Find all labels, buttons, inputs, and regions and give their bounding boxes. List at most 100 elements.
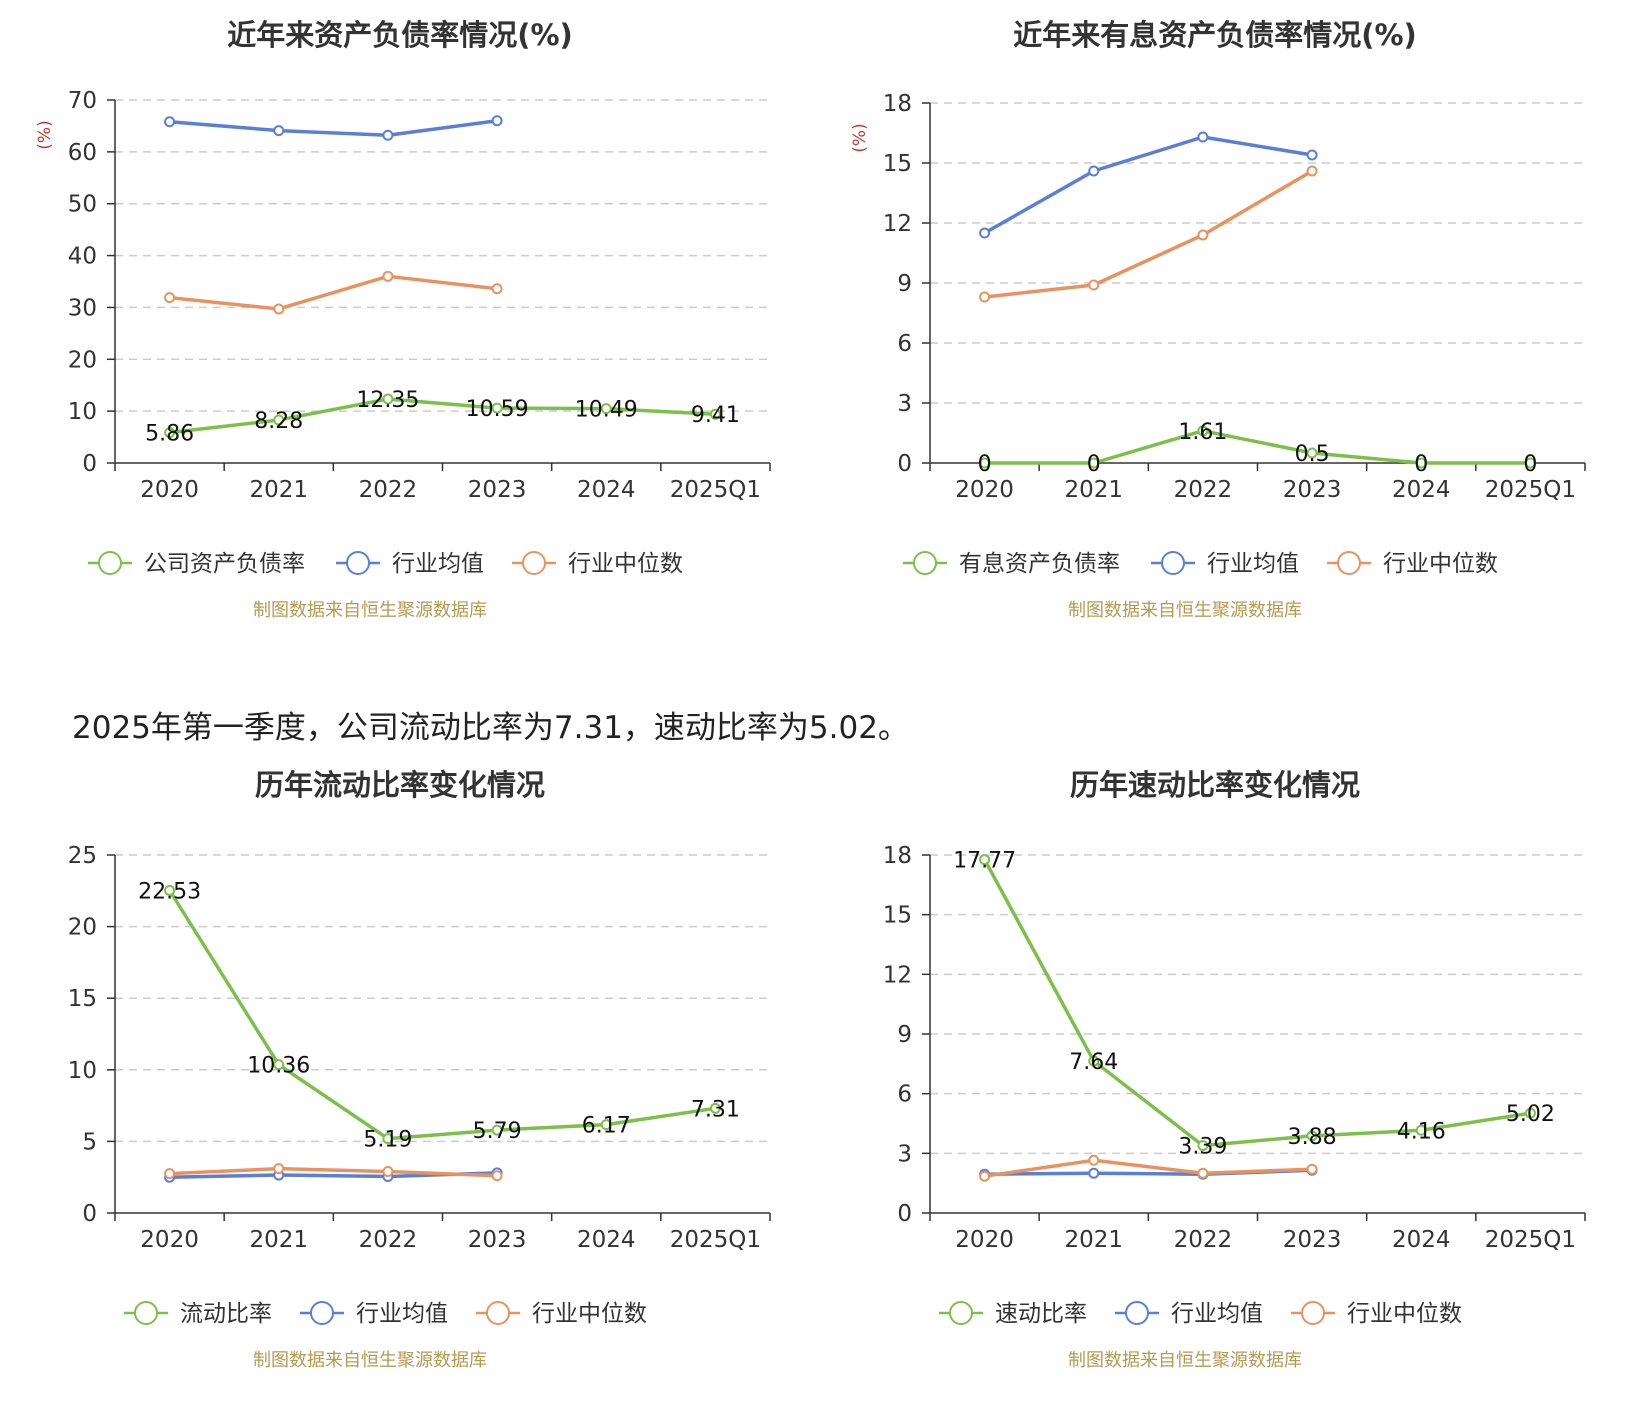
y-tick-label: 10 <box>68 399 97 425</box>
y-tick-label: 25 <box>68 843 97 869</box>
x-tick-label: 2025Q1 <box>670 477 761 503</box>
interest-debt-ratio-chart-svg: 近年来有息资产负债率情况(%) (%) 0 3 6 9 12 15 18 2020 2021 2022… <box>850 18 1586 621</box>
data-point <box>164 116 176 128</box>
data-point <box>382 270 394 282</box>
data-label: 5.79 <box>473 1119 522 1144</box>
data-point <box>1306 149 1318 161</box>
legend-item: 公司资产负债率 <box>88 551 305 577</box>
y-tick-label: 12 <box>883 211 912 237</box>
data-point <box>709 1102 721 1114</box>
x-tick-label: 2025Q1 <box>670 1227 761 1253</box>
data-label: 4.16 <box>1397 1119 1446 1144</box>
y-tick-label: 3 <box>897 391 912 417</box>
y-tick-label: 20 <box>68 915 97 941</box>
data-point <box>273 303 285 315</box>
y-tick-label: 12 <box>883 962 912 988</box>
x-tick-label: 2020 <box>955 477 1014 503</box>
data-point <box>1197 229 1209 241</box>
chart-title: 近年来有息资产负债率情况(%) <box>1013 18 1417 52</box>
series-line <box>169 274 498 311</box>
legend-marker <box>310 1301 334 1325</box>
data-label: 1.61 <box>1178 420 1227 445</box>
y-tick-label: 0 <box>82 451 97 477</box>
data-point <box>600 403 612 415</box>
series-line <box>984 1158 1313 1178</box>
data-point <box>491 402 503 414</box>
legend-item: 行业中位数 <box>1327 551 1498 577</box>
data-label: 9.41 <box>691 403 740 428</box>
series-line <box>984 429 1531 465</box>
data-label: 0.5 <box>1295 442 1330 467</box>
data-point <box>1524 457 1536 469</box>
x-tick-label: 2021 <box>1064 1227 1123 1253</box>
data-label: 10.59 <box>466 397 529 422</box>
x-tick-label: 2022 <box>359 477 418 503</box>
y-tick-label: 6 <box>897 1082 912 1108</box>
legend-item: 流动比率 <box>124 1301 272 1327</box>
data-label: 10.49 <box>575 398 638 423</box>
legend-label: 行业均值 <box>356 1301 448 1327</box>
x-tick-label: 2023 <box>468 1227 527 1253</box>
data-label: 10.36 <box>247 1054 310 1079</box>
data-point <box>979 1170 991 1182</box>
data-point <box>1197 1167 1209 1179</box>
data-point <box>1306 447 1318 459</box>
legend-label: 行业均值 <box>392 551 484 577</box>
data-point <box>491 115 503 127</box>
legend-label: 速动比率 <box>995 1301 1087 1327</box>
series-line <box>169 1166 498 1178</box>
summary-text: 2025年第一季度，公司流动比率为7.31，速动比率为5.02。 <box>72 710 909 746</box>
legend-item: 行业中位数 <box>1291 1301 1462 1327</box>
series-line <box>983 858 1531 1148</box>
y-tick-label: 0 <box>897 451 912 477</box>
y-axis-unit: (%) <box>35 120 55 149</box>
data-point <box>1306 1130 1318 1142</box>
data-point <box>1306 165 1318 177</box>
chart-title: 历年流动比率变化情况 <box>255 768 545 802</box>
legend-marker <box>522 551 546 575</box>
legend-marker <box>486 1301 510 1325</box>
x-tick-label: 2024 <box>1392 1227 1451 1253</box>
source-note: 制图数据来自恒生聚源数据库 <box>253 600 487 621</box>
y-tick-label: 3 <box>897 1141 912 1167</box>
y-tick-label: 9 <box>897 271 912 297</box>
series-line <box>983 135 1313 235</box>
x-tick-label: 2023 <box>1283 477 1342 503</box>
data-point <box>491 1170 503 1182</box>
legend-item: 行业中位数 <box>476 1301 647 1327</box>
data-point <box>1088 1167 1100 1179</box>
y-tick-label: 15 <box>68 986 97 1012</box>
legend-label: 行业中位数 <box>568 551 683 577</box>
legend-item: 行业均值 <box>1115 1301 1263 1327</box>
y-tick-label: 30 <box>68 295 97 321</box>
x-tick-label: 2021 <box>249 477 308 503</box>
legend-label: 行业均值 <box>1171 1301 1263 1327</box>
legend-item: 行业中位数 <box>512 551 683 577</box>
data-point <box>1306 1163 1318 1175</box>
legend-label: 行业中位数 <box>1383 551 1498 577</box>
legend-marker <box>949 1301 973 1325</box>
x-tick-label: 2021 <box>1064 477 1123 503</box>
series-line <box>168 889 716 1141</box>
y-tick-label: 5 <box>82 1129 97 1155</box>
data-point <box>1197 1140 1209 1152</box>
legend-item: 行业均值 <box>300 1301 448 1327</box>
data-point <box>273 1163 285 1175</box>
x-tick-label: 2022 <box>1174 1227 1233 1253</box>
data-point <box>979 291 991 303</box>
legend-marker <box>1125 1301 1149 1325</box>
data-point <box>979 227 991 239</box>
data-point <box>1197 425 1209 437</box>
data-point <box>164 292 176 304</box>
y-tick-label: 10 <box>68 1058 97 1084</box>
y-tick-label: 60 <box>68 140 97 166</box>
data-point <box>1088 1154 1100 1166</box>
x-tick-label: 2021 <box>249 1227 308 1253</box>
debt-ratio-chart: 近年来资产负债率情况(%) (%) 0 10 20 30 40 50 60 70 2020 2021 2… <box>0 0 820 680</box>
y-tick-label: 70 <box>68 88 97 114</box>
data-point <box>600 1119 612 1131</box>
quick-ratio-chart: 历年速动比率变化情况 0 3 6 9 12 15 18 2020 2021 2022 2023 2024… <box>815 745 1635 1425</box>
x-tick-label: 2020 <box>955 1227 1014 1253</box>
x-tick-label: 2022 <box>359 1227 418 1253</box>
legend-marker <box>1301 1301 1325 1325</box>
